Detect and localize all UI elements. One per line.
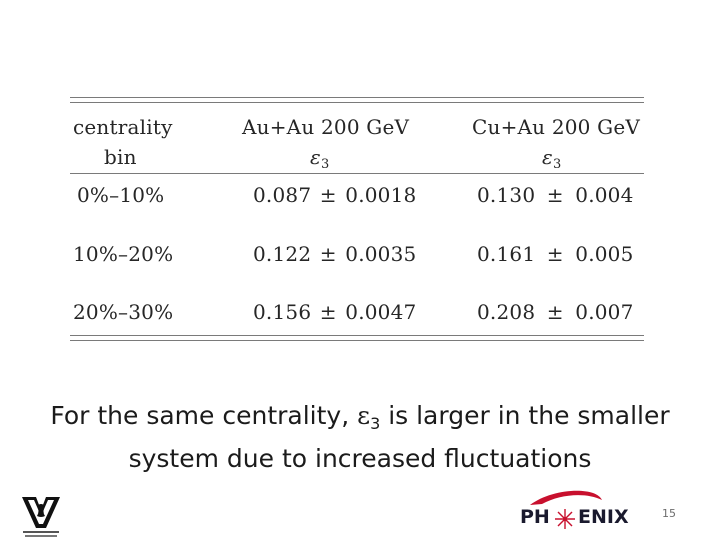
row1-bin: 0%–10% — [77, 183, 165, 207]
table-top-rule — [70, 97, 644, 98]
row2-auau: 0.122 ±0.0035 — [253, 242, 416, 266]
row3-auau: 0.156 ±0.0047 — [253, 300, 416, 324]
epsilon-symbol: ε — [310, 145, 321, 169]
plus-minus: ± — [546, 300, 564, 324]
value: 0.130 — [477, 183, 536, 207]
error: 0.004 — [575, 183, 634, 207]
page-number: 15 — [662, 507, 676, 520]
caption-epsilon-sub: 3 — [370, 414, 381, 433]
table-bottom-rule — [70, 335, 644, 336]
error: 0.0047 — [345, 300, 417, 324]
plus-minus: ± — [319, 183, 337, 207]
error: 0.005 — [575, 242, 634, 266]
row1-cuau: 0.130 ±0.004 — [477, 183, 634, 207]
caption-line-1: For the same centrality, ε3 is larger in… — [0, 398, 720, 441]
epsilon-subscript: 3 — [320, 157, 330, 172]
table-header-rule — [70, 173, 644, 174]
plus-minus: ± — [319, 300, 337, 324]
error: 0.0035 — [345, 242, 417, 266]
row2-cuau: 0.161 ±0.005 — [477, 242, 634, 266]
phenix-text-enix: ENIX — [578, 506, 629, 528]
value: 0.122 — [253, 242, 312, 266]
vanderbilt-logo-icon — [22, 497, 60, 537]
header-centrality: centrality — [73, 115, 173, 139]
row3-cuau: 0.208 ±0.007 — [477, 300, 634, 324]
value: 0.208 — [477, 300, 536, 324]
plus-minus: ± — [319, 242, 337, 266]
row1-auau: 0.087 ±0.0018 — [253, 183, 416, 207]
caption-text-a: For the same centrality, — [50, 401, 358, 430]
table-bottom-rule-2 — [70, 340, 644, 341]
row2-bin: 10%–20% — [73, 242, 174, 266]
caption-line-2: system due to increased fluctuations — [128, 444, 592, 473]
header-auau-epsilon: ε3 — [310, 145, 329, 177]
caption-epsilon: ε — [357, 401, 371, 430]
row3-bin: 20%–30% — [73, 300, 174, 324]
plus-minus: ± — [546, 183, 564, 207]
table-top-rule-2 — [70, 102, 644, 103]
phenix-logo-icon — [530, 490, 602, 529]
caption-text-b: is larger in the smaller — [380, 401, 670, 430]
slide-caption: For the same centrality, ε3 is larger in… — [0, 398, 720, 476]
epsilon-symbol: ε — [542, 145, 553, 169]
epsilon-subscript: 3 — [552, 157, 562, 172]
header-auau: Au+Au 200 GeV — [242, 115, 410, 139]
value: 0.087 — [253, 183, 312, 207]
value: 0.156 — [253, 300, 312, 324]
results-table: centrality Au+Au 200 GeV Cu+Au 200 GeV b… — [70, 97, 644, 344]
header-cuau: Cu+Au 200 GeV — [472, 115, 641, 139]
error: 0.007 — [575, 300, 634, 324]
error: 0.0018 — [345, 183, 417, 207]
header-cuau-epsilon: ε3 — [542, 145, 561, 177]
value: 0.161 — [477, 242, 536, 266]
phenix-logo: PH ENIX — [516, 488, 636, 534]
header-bin: bin — [104, 145, 137, 169]
phenix-text-ph: PH — [520, 506, 550, 528]
plus-minus: ± — [546, 242, 564, 266]
